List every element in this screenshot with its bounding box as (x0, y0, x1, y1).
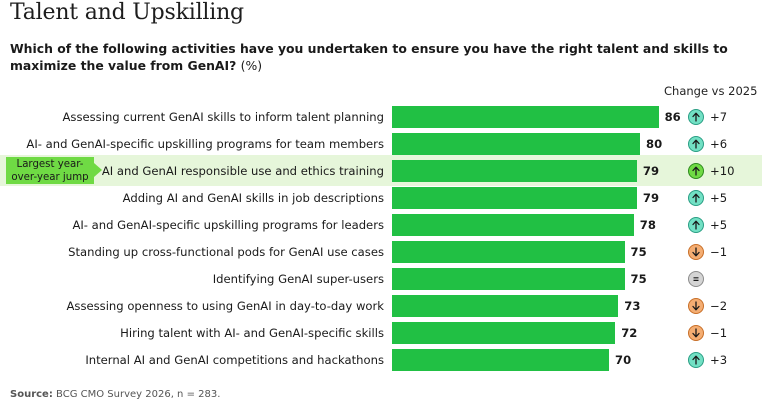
source-label: Source: (10, 389, 53, 400)
chart-row: AI- and GenAI-specific upskilling progra… (0, 214, 768, 236)
bar (392, 133, 640, 155)
arrow-up-icon (688, 109, 704, 125)
bar-value-label: 79 (643, 187, 659, 209)
arrow-up-icon (688, 136, 704, 152)
change-value: +10 (710, 160, 734, 182)
bar-value-label: 79 (643, 160, 659, 182)
category-label: AI- and GenAI-specific upskilling progra… (72, 214, 384, 236)
bar (392, 349, 609, 371)
arrow-down-icon (688, 298, 704, 314)
bar (392, 322, 615, 344)
arrow-down-icon (688, 244, 704, 260)
category-label: Internal AI and GenAI competitions and h… (85, 349, 384, 371)
category-label: AI and GenAI responsible use and ethics … (102, 160, 384, 182)
category-label: AI- and GenAI-specific upskilling progra… (26, 133, 384, 155)
category-label: Assessing openness to using GenAI in day… (66, 295, 384, 317)
change-column-header: Change vs 2025 (664, 84, 757, 98)
bar-value-label: 80 (646, 133, 662, 155)
chart-row: AI and GenAI responsible use and ethics … (0, 160, 768, 182)
bar (392, 241, 625, 263)
bar (392, 106, 659, 128)
question-text: Which of the following activities have y… (10, 41, 728, 73)
arrow-up-icon (688, 217, 704, 233)
bar-value-label: 86 (665, 106, 681, 128)
bar-value-label: 78 (640, 214, 656, 236)
chart-row: Assessing openness to using GenAI in day… (0, 295, 768, 317)
chart-row: Internal AI and GenAI competitions and h… (0, 349, 768, 371)
category-label: Assessing current GenAI skills to inform… (63, 106, 385, 128)
arrow-up-icon (688, 163, 704, 179)
bar-value-label: 70 (615, 349, 631, 371)
category-label: Identifying GenAI super-users (213, 268, 384, 290)
change-value: −2 (710, 295, 727, 317)
chart-row: Assessing current GenAI skills to inform… (0, 106, 768, 128)
change-value: +7 (710, 106, 727, 128)
bar (392, 160, 637, 182)
chart-title: Talent and Upskilling (10, 0, 244, 25)
chart-row: Hiring talent with AI- and GenAI-specifi… (0, 322, 768, 344)
category-label: Standing up cross-functional pods for Ge… (68, 241, 384, 263)
bar (392, 268, 625, 290)
change-value: −1 (710, 322, 727, 344)
bar-value-label: 72 (621, 322, 637, 344)
chart-question: Which of the following activities have y… (10, 40, 760, 74)
bar (392, 214, 634, 236)
source-text: BCG CMO Survey 2026, n = 283. (56, 389, 220, 400)
bar-value-label: 75 (631, 241, 647, 263)
category-label: Hiring talent with AI- and GenAI-specifi… (120, 322, 384, 344)
bar-value-label: 73 (624, 295, 640, 317)
category-label: Adding AI and GenAI skills in job descri… (123, 187, 384, 209)
question-unit: (%) (241, 58, 262, 73)
bar (392, 295, 618, 317)
bar (392, 187, 637, 209)
chart-row: Identifying GenAI super-users 75 (0, 268, 768, 290)
change-value: +6 (710, 133, 727, 155)
arrow-up-icon (688, 190, 704, 206)
chart-row: AI- and GenAI-specific upskilling progra… (0, 133, 768, 155)
source-note: Source: BCG CMO Survey 2026, n = 283. (10, 389, 220, 400)
chart-row: Standing up cross-functional pods for Ge… (0, 241, 768, 263)
bar-value-label: 75 (631, 268, 647, 290)
change-value: +5 (710, 214, 727, 236)
change-value: −1 (710, 241, 727, 263)
arrow-up-icon (688, 352, 704, 368)
equal-icon (688, 271, 704, 287)
arrow-down-icon (688, 325, 704, 341)
change-value: +5 (710, 187, 727, 209)
chart-row: Adding AI and GenAI skills in job descri… (0, 187, 768, 209)
change-value: +3 (710, 349, 727, 371)
